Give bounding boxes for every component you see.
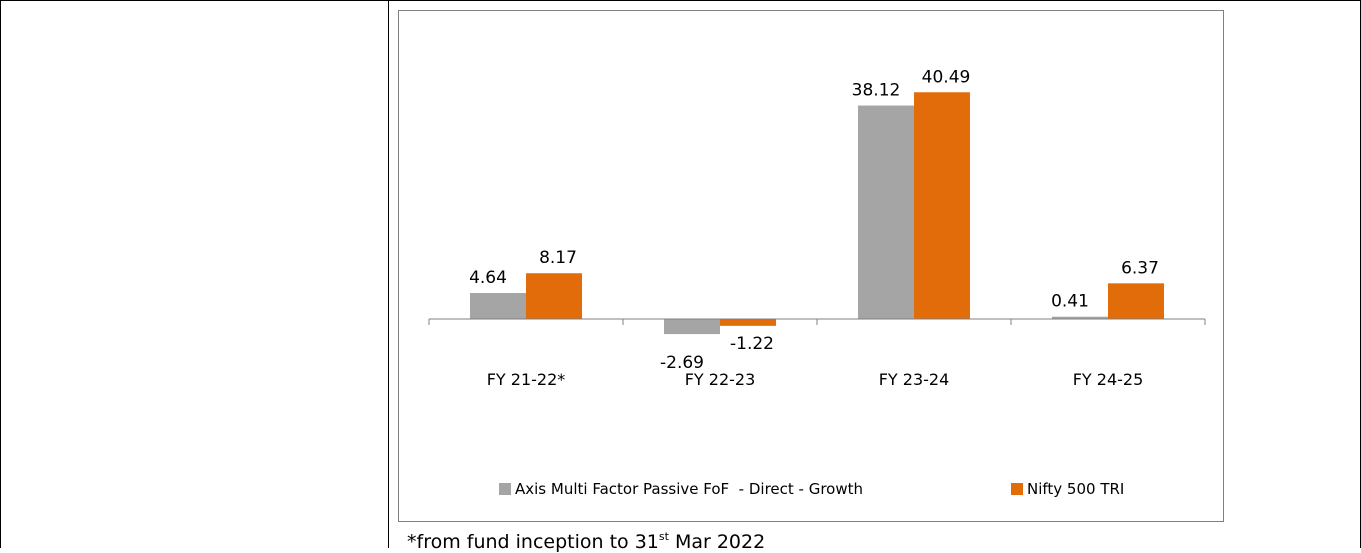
data-label: 8.17 <box>539 248 577 268</box>
chart-container: FY 21-22* FY 22-23 FY 23-24 FY 24-25 4.64 -2… <box>398 10 1224 522</box>
bar-chart: FY 21-22* FY 22-23 FY 23-24 FY 24-25 4.64 -2… <box>428 67 1206 498</box>
x-tick-label: FY 21-22* <box>487 370 566 389</box>
footnote-superscript: st <box>658 530 669 543</box>
legend-label-1: Nifty 500 TRI <box>1027 480 1124 498</box>
data-labels-group: 4.64 -2.69 38.12 0.41 8.17 -1.22 40.49 6.37 <box>469 67 1159 373</box>
data-label: 6.37 <box>1121 258 1159 278</box>
bar-fund-1 <box>664 319 720 335</box>
data-label: 40.49 <box>922 67 971 87</box>
x-tick-label: FY 24-25 <box>1073 370 1144 389</box>
bar-fund-2 <box>858 105 914 319</box>
bar-benchmark-3 <box>1108 283 1164 319</box>
legend-swatch-0 <box>499 483 511 495</box>
data-label: 38.12 <box>852 81 901 101</box>
footnote-text: *from fund inception to 31 <box>407 531 659 553</box>
table-border-left <box>0 0 1 548</box>
bar-fund-0 <box>470 293 526 319</box>
legend-swatch-1 <box>1011 483 1023 495</box>
data-label: 0.41 <box>1051 292 1089 312</box>
data-label: 4.64 <box>469 268 507 288</box>
table-border-top <box>0 0 1361 1</box>
bars-group <box>470 92 1164 335</box>
data-label: -1.22 <box>730 334 774 354</box>
bar-fund-3 <box>1052 316 1108 319</box>
bar-benchmark-0 <box>526 273 582 319</box>
x-tick-label: FY 23-24 <box>879 370 950 389</box>
data-label: -2.69 <box>660 353 704 373</box>
x-axis: FY 21-22* FY 22-23 FY 23-24 FY 24-25 <box>428 318 1206 389</box>
x-tick-label: FY 22-23 <box>685 370 756 389</box>
table-column-divider <box>388 0 389 548</box>
legend-label-0: Axis Multi Factor Passive FoF - Direct -… <box>515 480 863 498</box>
bar-benchmark-1 <box>720 319 776 326</box>
footnote-suffix: Mar 2022 <box>668 531 766 553</box>
footnote: *from fund inception to 31st Mar 2022 <box>407 526 765 553</box>
bar-benchmark-2 <box>914 92 970 319</box>
legend: Axis Multi Factor Passive FoF - Direct -… <box>499 480 1124 498</box>
